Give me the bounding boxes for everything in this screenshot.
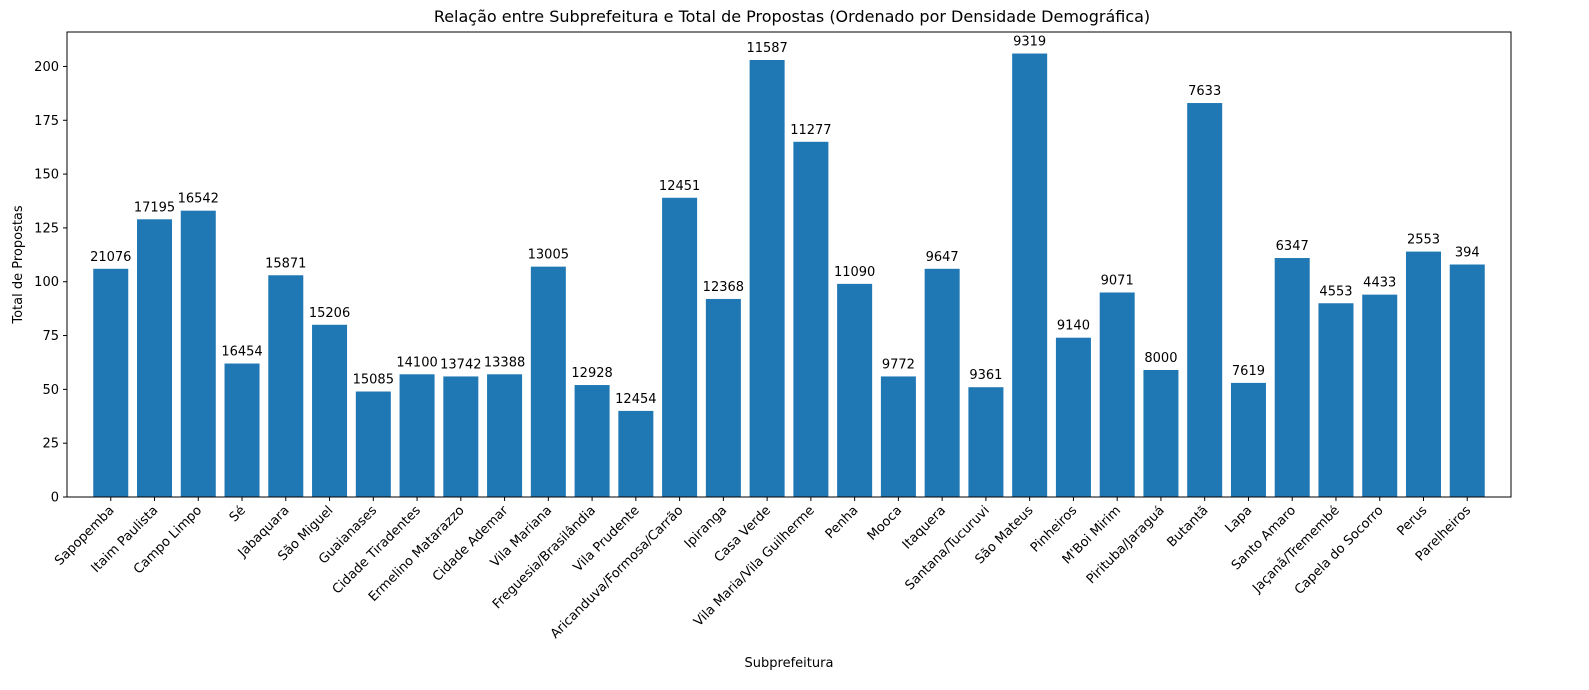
bar — [837, 283, 873, 497]
bar-value-label: 13742 — [440, 357, 481, 372]
x-tick-label: Sé — [227, 503, 249, 525]
bar-value-label: 12928 — [571, 366, 612, 381]
bar — [1274, 258, 1310, 497]
bar — [312, 324, 348, 497]
bar — [443, 376, 479, 497]
bar — [93, 268, 129, 497]
bar-value-label: 9071 — [1101, 273, 1134, 288]
bar — [1012, 53, 1048, 498]
bar — [1099, 292, 1135, 497]
x-tick-label: Mooca — [865, 503, 905, 543]
bar-value-label: 4553 — [1319, 284, 1352, 299]
bar — [793, 141, 829, 497]
x-tick-label: Capela do Socorro — [1292, 503, 1387, 598]
x-tick-label: Lapa — [1222, 503, 1255, 536]
y-tick-label: 50 — [42, 383, 59, 398]
bar-value-label: 7633 — [1188, 84, 1221, 99]
bar — [1318, 303, 1354, 497]
y-tick-label: 100 — [34, 275, 59, 290]
bars-group — [93, 53, 1485, 498]
bar-value-label: 9772 — [882, 357, 915, 372]
bar — [224, 363, 260, 497]
bar-value-label: 12368 — [703, 280, 744, 295]
bar-value-label: 11090 — [834, 265, 875, 280]
bar — [399, 374, 435, 497]
bar-value-label: 12451 — [659, 179, 700, 194]
bar-value-label: 16454 — [221, 345, 262, 360]
bar-value-label: 9361 — [969, 368, 1002, 383]
bar-value-label: 13388 — [484, 355, 525, 370]
bar-value-label: 9319 — [1013, 35, 1046, 50]
plot-frame — [66, 31, 1512, 498]
bar-value-label: 16542 — [178, 192, 219, 207]
x-tick-label: Santana/Tucuruvi — [903, 503, 993, 593]
bar — [268, 275, 304, 497]
bar-value-label: 11277 — [790, 123, 831, 138]
bar-value-label: 13005 — [528, 248, 569, 263]
bar — [749, 59, 785, 497]
bar — [705, 298, 741, 497]
bar-value-label: 2553 — [1407, 233, 1440, 248]
bar-value-label: 11587 — [746, 41, 787, 56]
bar — [530, 266, 566, 497]
bar — [487, 374, 523, 497]
bar — [355, 391, 391, 497]
y-axis-label: Total de Propostas — [11, 205, 26, 325]
bar — [574, 385, 610, 497]
x-tick-label: Pirituba/Jaraguá — [1084, 503, 1168, 587]
x-tick-label: Perus — [1394, 503, 1430, 539]
bar-value-label: 12454 — [615, 392, 656, 407]
chart-title: Relação entre Subprefeitura e Total de P… — [434, 7, 1150, 26]
bar — [968, 387, 1004, 497]
bar — [1143, 369, 1179, 497]
bar — [180, 210, 216, 498]
y-tick-label: 75 — [42, 329, 59, 344]
y-tick-label: 125 — [34, 221, 59, 236]
bar-value-label: 6347 — [1276, 239, 1309, 254]
y-tick-label: 150 — [34, 168, 59, 183]
bar-value-label: 15206 — [309, 306, 350, 321]
y-axis: 0 25 50 75 100 125 150 175 200 — [34, 60, 67, 506]
bar — [1187, 103, 1223, 498]
x-tick-label: Penha — [823, 503, 862, 542]
bar-value-label: 394 — [1455, 246, 1480, 261]
bar — [1362, 294, 1398, 497]
x-tick-label: Butantã — [1164, 503, 1211, 550]
bar-value-label: 9140 — [1057, 319, 1090, 334]
y-tick-label: 175 — [34, 114, 59, 129]
bar — [924, 268, 960, 497]
bar — [880, 376, 916, 497]
bar-value-label: 9647 — [926, 250, 959, 265]
bar — [662, 197, 698, 497]
bar — [1230, 382, 1266, 497]
bar-value-label: 8000 — [1144, 351, 1177, 366]
y-tick-label: 200 — [34, 60, 59, 75]
bar-value-label: 21076 — [90, 250, 131, 265]
x-tick-label: Cidade Ademar — [430, 503, 512, 585]
bar — [1449, 264, 1485, 497]
bar-value-label: 14100 — [396, 355, 437, 370]
bar — [1055, 337, 1091, 497]
bar-value-label: 4433 — [1363, 276, 1396, 291]
bar-value-label: 15085 — [353, 373, 394, 388]
bar — [618, 410, 654, 497]
bar-value-label: 17195 — [134, 200, 175, 215]
bar — [137, 219, 173, 497]
y-tick-label: 25 — [42, 437, 59, 452]
x-axis-label: Subprefeitura — [745, 656, 834, 671]
bar-value-label: 7619 — [1232, 364, 1265, 379]
bar-value-label: 15871 — [265, 256, 306, 271]
bar — [1405, 251, 1441, 497]
y-tick-label: 0 — [51, 491, 59, 506]
